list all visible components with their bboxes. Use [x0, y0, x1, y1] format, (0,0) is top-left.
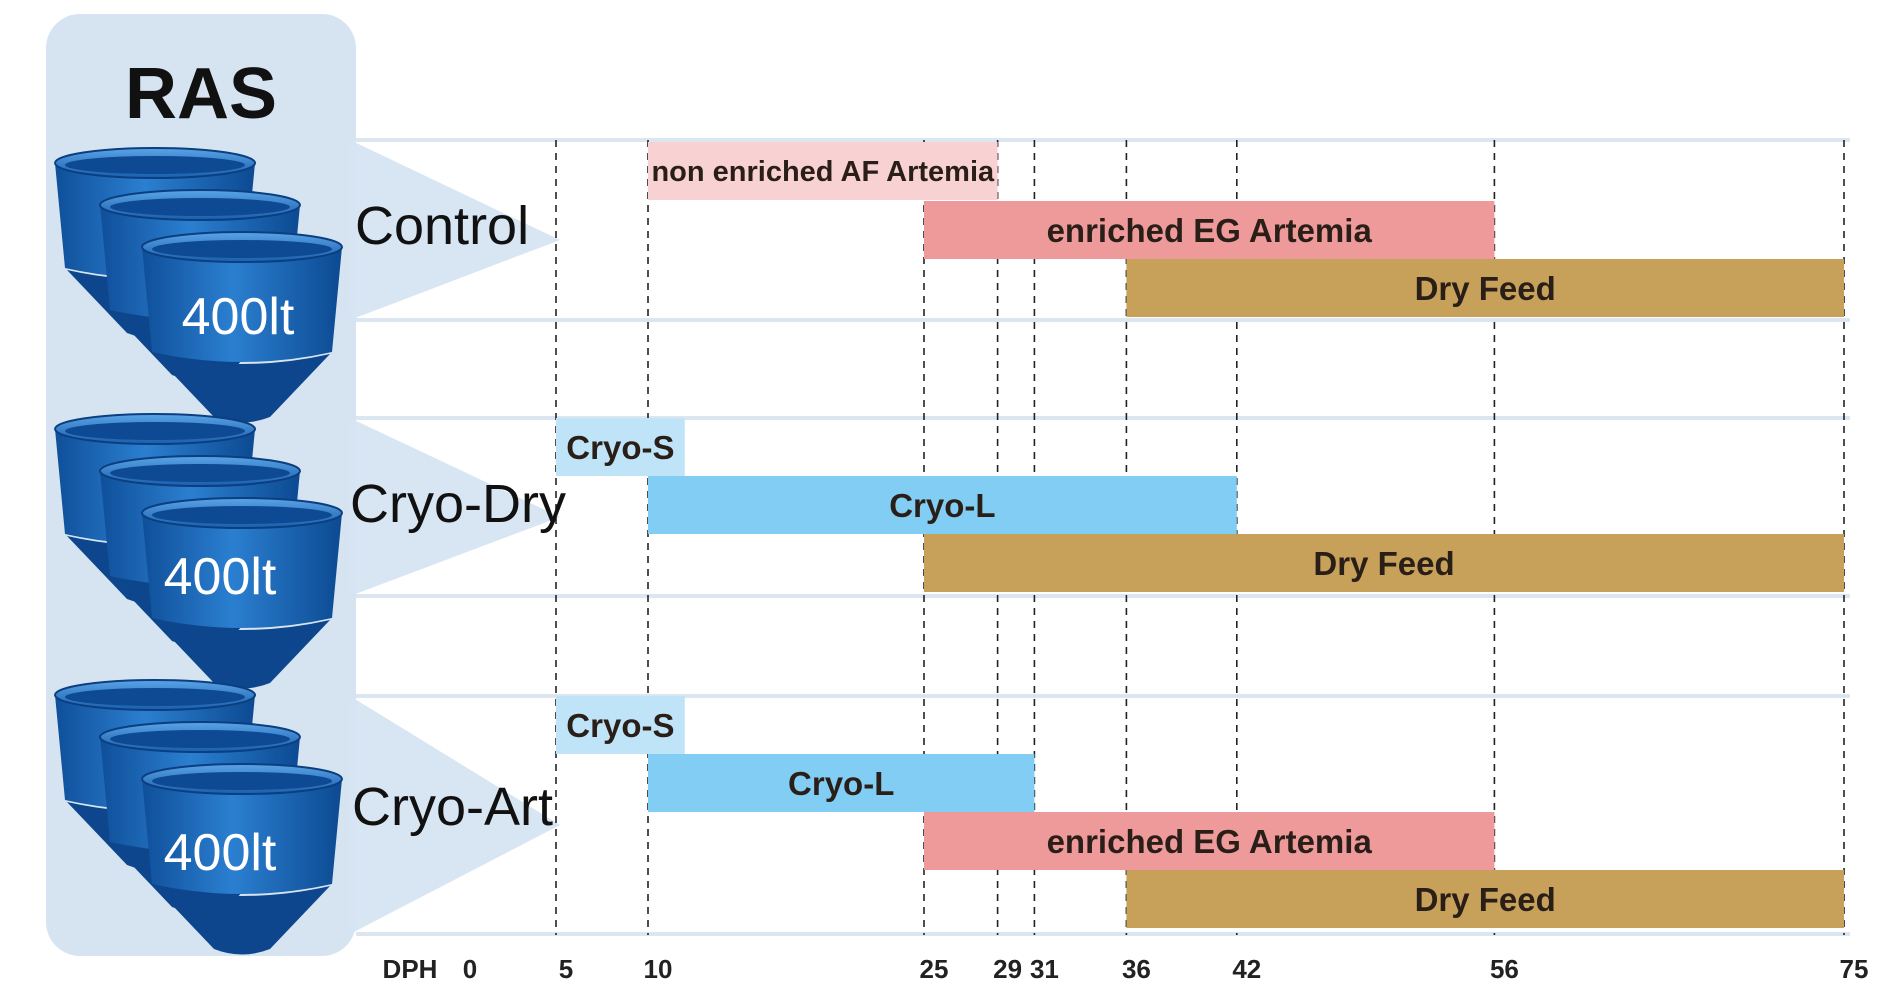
bar-label-cryo-dry-1: Cryo-L	[889, 487, 995, 524]
callout-cryo-dry	[350, 418, 560, 596]
axis-tick-75: 75	[1840, 954, 1869, 984]
callout-control	[350, 140, 560, 320]
bar-control-0	[648, 142, 998, 200]
axis-tick-56: 56	[1490, 954, 1519, 984]
feeding-bars-layer: non enriched AF Artemia enriched EG Artem…	[350, 142, 1844, 928]
bar-label-cryo-art-1: Cryo-L	[788, 765, 894, 802]
bar-cryo-art-2	[924, 812, 1495, 870]
axis-tick-42: 42	[1232, 954, 1261, 984]
tanks-layer: 400lt 400lt 400lt	[54, 147, 343, 955]
axis-tick-0: 0	[463, 954, 477, 984]
axis-tick-5: 5	[559, 954, 573, 984]
axis-tick-36: 36	[1122, 954, 1151, 984]
tank-cryo-dry-2	[141, 497, 343, 689]
group-label-control: Control	[355, 196, 529, 256]
bar-control-2	[1126, 259, 1844, 317]
axis-tick-10: 10	[644, 954, 673, 984]
bar-label-cryo-art-0: Cryo-S	[566, 707, 674, 744]
bar-cryo-dry-0	[556, 418, 685, 476]
axis-tick-31: 31	[1030, 954, 1059, 984]
bar-label-control-1: enriched EG Artemia	[1047, 212, 1373, 249]
tank-label-control: 400lt	[182, 288, 295, 346]
callout-cryo-art	[350, 696, 560, 934]
tank-label-cryo-art: 400lt	[164, 824, 277, 882]
bar-label-cryo-art-2: enriched EG Artemia	[1047, 823, 1373, 860]
tank-cryo-art-2	[141, 763, 343, 955]
bar-cryo-art-1	[648, 754, 1035, 812]
group-label-cryo-dry: Cryo-Dry	[350, 474, 566, 534]
axis-label: DPH	[383, 954, 438, 984]
bar-cryo-dry-2	[924, 534, 1844, 592]
bar-label-cryo-dry-2: Dry Feed	[1313, 545, 1454, 582]
bar-control-1	[924, 201, 1495, 259]
bar-label-control-0: non enriched AF Artemia	[651, 156, 995, 188]
ras-title: RAS	[125, 54, 277, 134]
bar-label-control-2: Dry Feed	[1415, 270, 1556, 307]
axis-layer: DPH 0 5 10 25 29 31 36 42 56 75	[383, 954, 1869, 984]
tank-label-cryo-dry: 400lt	[164, 548, 277, 606]
bar-label-cryo-art-3: Dry Feed	[1415, 881, 1556, 918]
bar-cryo-art-0	[556, 696, 685, 754]
bar-cryo-dry-1	[648, 476, 1237, 534]
bar-label-cryo-dry-0: Cryo-S	[566, 429, 674, 466]
group-bands-layer	[350, 138, 1850, 936]
axis-tick-29: 29	[993, 954, 1022, 984]
axis-tick-25: 25	[920, 954, 949, 984]
bar-cryo-art-3	[1126, 870, 1844, 928]
tank-control-2	[141, 231, 343, 423]
group-label-cryo-art: Cryo-Art	[352, 777, 553, 837]
